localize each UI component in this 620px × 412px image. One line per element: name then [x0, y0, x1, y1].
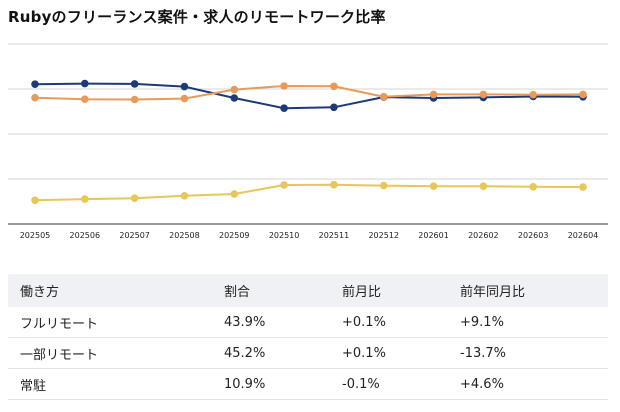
x-tick-label: 202507	[119, 231, 150, 240]
data-point	[579, 183, 587, 191]
cell-mom: -0.1%	[330, 368, 448, 400]
header-yoy: 前年同月比	[448, 274, 608, 307]
data-point	[230, 85, 239, 94]
table-row: 一部リモート 45.2% +0.1% -13.7%	[8, 337, 608, 369]
table-row: 常駐 10.9% -0.1% +4.6%	[8, 368, 608, 400]
cell-work-style: 常駐	[8, 368, 212, 400]
data-point	[479, 90, 488, 99]
x-tick-label: 202508	[169, 231, 200, 240]
data-point	[529, 90, 537, 99]
chart-grid	[8, 43, 608, 225]
data-point	[280, 104, 288, 112]
data-point	[31, 196, 39, 205]
header-mom: 前月比	[330, 274, 448, 307]
cell-work-style: 一部リモート	[8, 337, 212, 369]
data-point	[280, 82, 288, 90]
data-point	[81, 195, 89, 203]
data-point	[31, 80, 39, 88]
data-point	[130, 194, 139, 202]
chart-lines	[34, 82, 584, 202]
cell-ratio: 10.9%	[212, 368, 330, 400]
cell-ratio: 45.2%	[212, 337, 330, 369]
data-point	[130, 80, 139, 88]
data-point	[230, 94, 239, 102]
cell-ratio: 43.9%	[212, 307, 330, 338]
cell-yoy: +9.1%	[448, 307, 608, 338]
chart-title: Rubyのフリーランス案件・求人のリモートワーク比率	[8, 8, 386, 26]
chart-points	[31, 79, 587, 205]
remote-ratio-table: 働き方 割合 前月比 前年同月比 フルリモート 43.9% +0.1% +9.1…	[8, 274, 608, 400]
cell-work-style: フルリモート	[8, 307, 212, 338]
data-point	[479, 182, 488, 190]
x-tick-label: 202601	[418, 231, 449, 240]
cell-mom: +0.1%	[330, 337, 448, 369]
x-tick-label: 202505	[20, 231, 51, 240]
x-tick-label: 202603	[518, 231, 549, 240]
data-point	[330, 180, 338, 189]
cell-mom: +0.1%	[330, 307, 448, 338]
x-tick-label: 202604	[568, 231, 599, 240]
header-work-style: 働き方	[8, 274, 212, 307]
x-tick-label: 202509	[219, 231, 250, 240]
x-tick-label: 202510	[269, 231, 300, 240]
series-line-2	[34, 183, 584, 202]
cell-yoy: -13.7%	[448, 337, 608, 369]
data-point	[81, 79, 89, 88]
data-point	[130, 95, 139, 104]
data-point	[330, 82, 338, 91]
header-ratio: 割合	[212, 274, 330, 307]
data-point	[330, 103, 338, 112]
data-point	[429, 182, 438, 190]
x-tick-label: 202602	[468, 231, 499, 240]
data-point	[379, 93, 388, 101]
data-point	[31, 93, 39, 102]
data-point	[579, 90, 587, 99]
x-axis-ticks: 202505 202506 202507 202508 202509 202510 2025…	[20, 231, 599, 240]
data-point	[429, 90, 438, 99]
series-line-0	[34, 82, 584, 110]
data-point	[81, 95, 89, 103]
data-point	[180, 192, 189, 200]
data-point	[379, 181, 388, 190]
data-point	[180, 82, 189, 91]
line-chart: 202505 202506 202507 202508 202509 202510 2025…	[8, 43, 608, 240]
data-point	[280, 181, 288, 189]
data-point	[529, 183, 537, 191]
x-tick-label: 202506	[70, 231, 101, 240]
x-tick-label: 202511	[319, 231, 350, 240]
table-header-row: 働き方 割合 前月比 前年同月比	[8, 274, 608, 307]
x-tick-label: 202512	[368, 231, 399, 240]
series-line-1	[34, 84, 584, 101]
data-point	[230, 190, 239, 198]
table-row: フルリモート 43.9% +0.1% +9.1%	[8, 307, 608, 338]
cell-yoy: +4.6%	[448, 368, 608, 400]
data-point	[180, 94, 189, 103]
